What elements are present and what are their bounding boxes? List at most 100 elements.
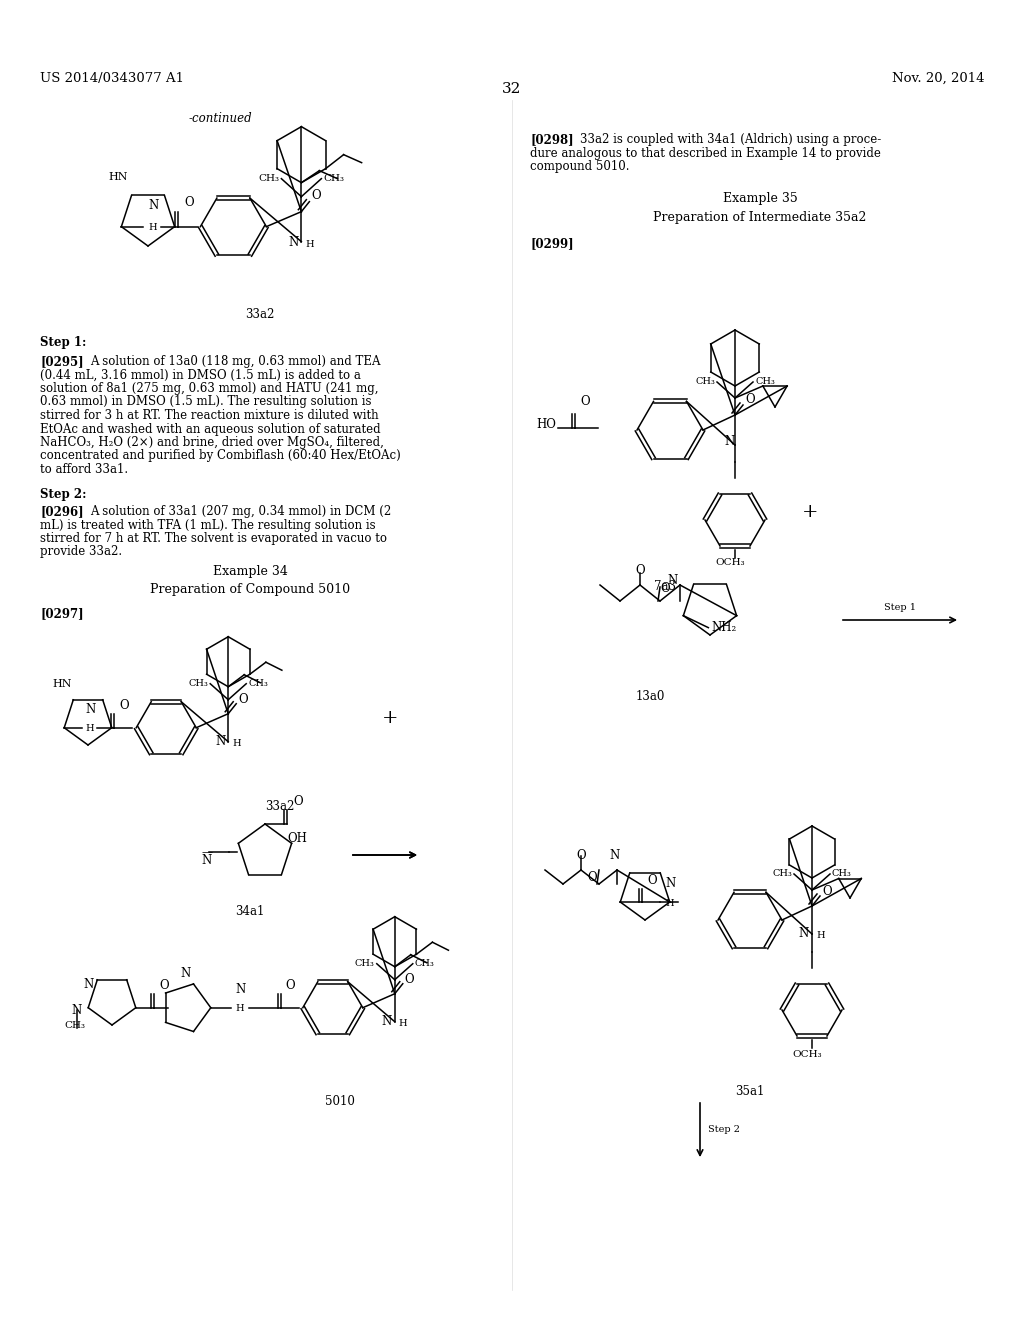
Text: CH₃: CH₃	[248, 680, 268, 688]
Text: [0298]: [0298]	[530, 133, 573, 147]
Text: CH₃: CH₃	[755, 378, 775, 387]
Text: HN: HN	[109, 172, 128, 182]
Text: O: O	[404, 973, 415, 986]
Text: OCH₃: OCH₃	[715, 558, 744, 568]
Text: 33a2: 33a2	[246, 308, 274, 321]
Text: O: O	[119, 698, 129, 711]
Text: O: O	[286, 978, 295, 991]
Text: CH₃: CH₃	[415, 960, 434, 969]
Text: N: N	[180, 966, 190, 979]
Text: H: H	[236, 1003, 245, 1012]
Text: 33a2 is coupled with 34a1 (Aldrich) using a proce-: 33a2 is coupled with 34a1 (Aldrich) usin…	[580, 133, 882, 147]
Text: +: +	[802, 503, 818, 521]
Text: [0296]: [0296]	[40, 506, 84, 517]
Text: OCH₃: OCH₃	[793, 1049, 822, 1059]
Text: HO: HO	[536, 418, 556, 432]
Text: H: H	[816, 931, 824, 940]
Text: —: —	[202, 847, 213, 857]
Text: CH₃: CH₃	[772, 870, 792, 879]
Text: [0299]: [0299]	[530, 238, 573, 249]
Text: stirred for 3 h at RT. The reaction mixture is diluted with: stirred for 3 h at RT. The reaction mixt…	[40, 409, 379, 422]
Text: CH₃: CH₃	[355, 960, 375, 969]
Text: Example 34: Example 34	[213, 565, 288, 578]
Text: dure analogous to that described in Example 14 to provide: dure analogous to that described in Exam…	[530, 147, 881, 160]
Text: N: N	[799, 927, 809, 940]
Text: O: O	[311, 189, 321, 202]
Text: H: H	[305, 240, 314, 248]
Text: N: N	[202, 854, 212, 866]
Text: Step 2: Step 2	[708, 1126, 740, 1134]
Text: N: N	[668, 574, 678, 587]
Text: A solution of 13a0 (118 mg, 0.63 mmol) and TEA: A solution of 13a0 (118 mg, 0.63 mmol) a…	[90, 355, 381, 368]
Text: provide 33a2.: provide 33a2.	[40, 545, 122, 558]
Text: US 2014/0343077 A1: US 2014/0343077 A1	[40, 73, 184, 84]
Text: to afford 33a1.: to afford 33a1.	[40, 463, 128, 477]
Text: 13a0: 13a0	[635, 690, 665, 704]
Text: mL) is treated with TFA (1 mL). The resulting solution is: mL) is treated with TFA (1 mL). The resu…	[40, 519, 376, 532]
Text: [0297]: [0297]	[40, 607, 84, 620]
Text: N: N	[85, 702, 95, 715]
Text: Step 2:: Step 2:	[40, 488, 86, 502]
Text: stirred for 7 h at RT. The solvent is evaporated in vacuo to: stirred for 7 h at RT. The solvent is ev…	[40, 532, 387, 545]
Text: solution of 8a1 (275 mg, 0.63 mmol) and HATU (241 mg,: solution of 8a1 (275 mg, 0.63 mmol) and …	[40, 381, 379, 395]
Text: CH₃: CH₃	[324, 174, 344, 183]
Text: N: N	[288, 236, 298, 248]
Text: Example 35: Example 35	[723, 191, 798, 205]
Text: O: O	[822, 884, 831, 898]
Text: CH₃: CH₃	[258, 174, 280, 183]
Text: O: O	[647, 874, 657, 887]
Text: O: O	[160, 978, 169, 991]
Text: Preparation of Compound 5010: Preparation of Compound 5010	[150, 583, 350, 597]
Text: O: O	[580, 395, 590, 408]
Text: Step 1: Step 1	[884, 603, 916, 612]
Text: O: O	[577, 849, 586, 862]
Text: 34a1: 34a1	[236, 906, 264, 917]
Text: OH: OH	[287, 832, 307, 845]
Text: +: +	[382, 709, 398, 727]
Text: N: N	[84, 978, 94, 991]
Text: NH₂: NH₂	[712, 622, 736, 634]
Text: H: H	[148, 223, 157, 231]
Text: O: O	[660, 582, 670, 595]
Text: compound 5010.: compound 5010.	[530, 160, 630, 173]
Text: 7a3: 7a3	[654, 579, 676, 593]
Text: H: H	[85, 723, 94, 733]
Text: Step 1:: Step 1:	[40, 337, 86, 348]
Text: H: H	[232, 739, 241, 747]
Text: Nov. 20, 2014: Nov. 20, 2014	[892, 73, 984, 84]
Text: CH₃: CH₃	[831, 870, 852, 879]
Text: N: N	[215, 735, 225, 747]
Text: N: N	[382, 1015, 392, 1028]
Text: O: O	[184, 195, 194, 209]
Text: A solution of 33a1 (207 mg, 0.34 mmol) in DCM (2: A solution of 33a1 (207 mg, 0.34 mmol) i…	[90, 506, 391, 517]
Text: O: O	[635, 564, 645, 577]
Text: N: N	[610, 849, 621, 862]
Text: CH₃: CH₃	[188, 680, 208, 688]
Text: NaHCO₃, H₂O (2×) and brine, dried over MgSO₄, filtered,: NaHCO₃, H₂O (2×) and brine, dried over M…	[40, 436, 384, 449]
Text: 33a2: 33a2	[265, 800, 295, 813]
Text: CH₃: CH₃	[695, 378, 715, 387]
Text: 35a1: 35a1	[735, 1085, 765, 1098]
Text: (0.44 mL, 3.16 mmol) in DMSO (1.5 mL) is added to a: (0.44 mL, 3.16 mmol) in DMSO (1.5 mL) is…	[40, 368, 360, 381]
Text: O: O	[239, 693, 248, 706]
Text: N: N	[72, 1003, 82, 1016]
Text: 5010: 5010	[325, 1096, 355, 1107]
Text: O: O	[588, 871, 597, 884]
Text: H: H	[666, 899, 674, 908]
Text: H: H	[398, 1019, 408, 1028]
Text: N: N	[725, 436, 735, 447]
Text: 32: 32	[503, 82, 521, 96]
Text: -continued: -continued	[188, 112, 252, 125]
Text: N: N	[148, 198, 159, 211]
Text: concentrated and purified by Combiflash (60:40 Hex/EtOAc): concentrated and purified by Combiflash …	[40, 450, 400, 462]
Text: 0.63 mmol) in DMSO (1.5 mL). The resulting solution is: 0.63 mmol) in DMSO (1.5 mL). The resulti…	[40, 396, 372, 408]
Text: HN: HN	[52, 678, 72, 689]
Text: EtOAc and washed with an aqueous solution of saturated: EtOAc and washed with an aqueous solutio…	[40, 422, 381, 436]
Text: [0295]: [0295]	[40, 355, 84, 368]
Text: N: N	[236, 982, 246, 995]
Text: Preparation of Intermediate 35a2: Preparation of Intermediate 35a2	[653, 211, 866, 224]
Text: N: N	[666, 876, 676, 890]
Text: O: O	[293, 795, 303, 808]
Text: CH₃: CH₃	[65, 1020, 85, 1030]
Text: O: O	[745, 393, 755, 407]
